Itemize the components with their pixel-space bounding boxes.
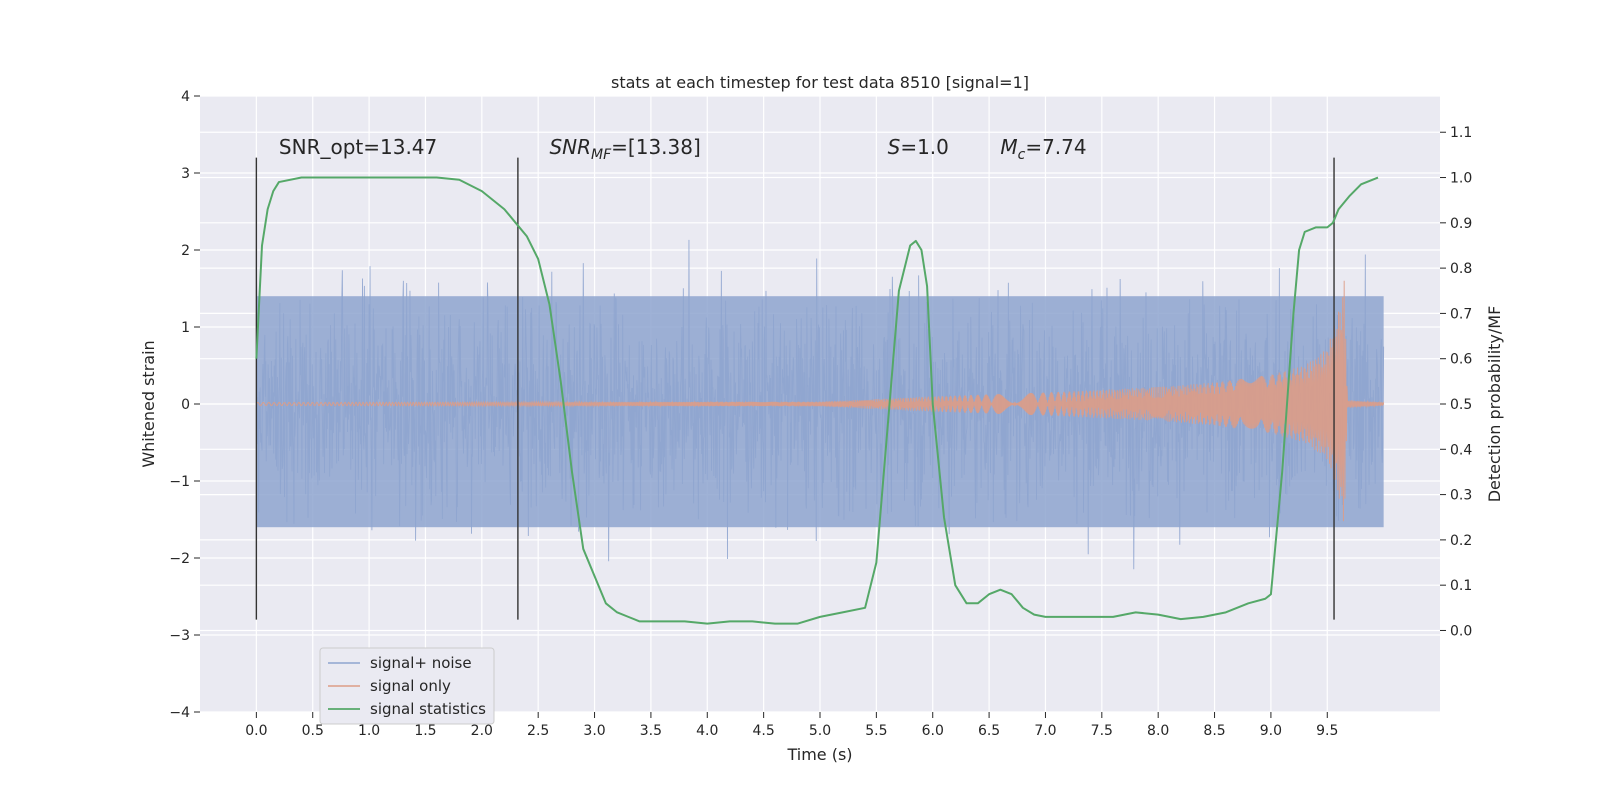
x-tick-label: 8.5: [1203, 723, 1225, 739]
legend-label-signal-noise: signal+ noise: [370, 654, 472, 672]
y-right-tick-label: 0.9: [1450, 216, 1472, 232]
y-right-tick-label: 0.2: [1450, 533, 1472, 549]
legend-label-signal-statistics: signal statistics: [370, 700, 486, 718]
y-right-tick-label: 1.0: [1450, 171, 1472, 187]
y-right-axis-ticks: 1.1 1.0 0.9 0.8 0.7 0.6 0.5 0.4 0.3 0.2 0.1 0.0: [1440, 125, 1472, 639]
x-tick-label: 4.0: [696, 723, 718, 739]
legend-box: [319, 647, 495, 725]
y-left-tick-label: 3: [181, 166, 190, 182]
y-left-tick-label: 4: [181, 89, 190, 105]
legend: signal+ noise signal only signal statist…: [319, 647, 495, 725]
x-tick-label: 7.5: [1091, 723, 1113, 739]
annotations: SNR_opt=13.47 SNRMF=[13.38] S=1.0 Mc=7.74: [279, 135, 1087, 163]
y-right-axis-label: Detection probability/MF: [1485, 306, 1504, 503]
y-right-tick-label: 1.1: [1450, 125, 1472, 141]
x-tick-label: 1.0: [358, 723, 380, 739]
y-left-tick-label: 2: [181, 243, 190, 259]
signal-only-line: [255, 280, 1385, 522]
y-right-tick-label: 0.1: [1450, 578, 1472, 594]
x-tick-label: 3.0: [583, 723, 605, 739]
x-tick-label: 9.0: [1260, 723, 1282, 739]
x-tick-label: 6.0: [922, 723, 944, 739]
x-axis-label: Time (s): [786, 745, 852, 764]
chart-title: stats at each timestep for test data 851…: [611, 73, 1029, 92]
y-left-tick-label: −3: [169, 628, 190, 644]
signal-only-series: [255, 280, 1385, 522]
x-tick-label: 0.0: [245, 723, 267, 739]
x-tick-label: 3.5: [640, 723, 662, 739]
y-left-tick-label: −4: [169, 705, 190, 721]
y-right-tick-label: 0.7: [1450, 306, 1472, 322]
x-tick-label: 2.0: [471, 723, 493, 739]
signal-statistics-series: [255, 176, 1379, 625]
x-tick-label: 6.5: [978, 723, 1000, 739]
y-right-tick-label: 0.3: [1450, 488, 1472, 504]
y-left-axis-label: Whitened strain: [139, 340, 158, 467]
x-tick-label: 8.0: [1147, 723, 1169, 739]
x-tick-label: 9.5: [1316, 723, 1338, 739]
x-tick-label: 2.5: [527, 723, 549, 739]
y-left-tick-label: 0: [181, 397, 190, 413]
y-right-tick-label: 0.5: [1450, 397, 1472, 413]
x-tick-label: 1.5: [414, 723, 436, 739]
x-tick-label: 5.0: [809, 723, 831, 739]
y-left-axis-ticks: 4 3 2 1 0 −1 −2 −3 −4: [169, 89, 200, 721]
annotation-text: Mc=7.74: [1000, 135, 1086, 163]
annotation-text: SNRMF=[13.38]: [549, 135, 700, 163]
annotation-text: SNR_opt=13.47: [279, 135, 437, 159]
x-tick-label: 0.5: [302, 723, 324, 739]
y-right-tick-label: 0.8: [1450, 261, 1472, 277]
y-right-tick-label: 0.6: [1450, 352, 1472, 368]
y-left-tick-label: −2: [169, 551, 190, 567]
y-left-tick-label: 1: [181, 320, 190, 336]
x-tick-label: 4.5: [753, 723, 775, 739]
y-left-tick-label: −1: [169, 474, 190, 490]
y-right-tick-label: 0.0: [1450, 623, 1472, 639]
vertical-markers: [255, 157, 1335, 620]
x-tick-label: 7.0: [1034, 723, 1056, 739]
y-right-tick-label: 0.4: [1450, 442, 1472, 458]
legend-label-signal-only: signal only: [370, 677, 451, 695]
x-axis-ticks: 0.0 0.5 1.0 1.5 2.0 2.5 3.0 3.5 4.0 4.5 5.0 5.5 6.0 6…: [245, 712, 1338, 739]
signal-statistics-line: [255, 176, 1379, 625]
x-tick-label: 5.5: [865, 723, 887, 739]
annotation-text: S=1.0: [888, 135, 949, 159]
